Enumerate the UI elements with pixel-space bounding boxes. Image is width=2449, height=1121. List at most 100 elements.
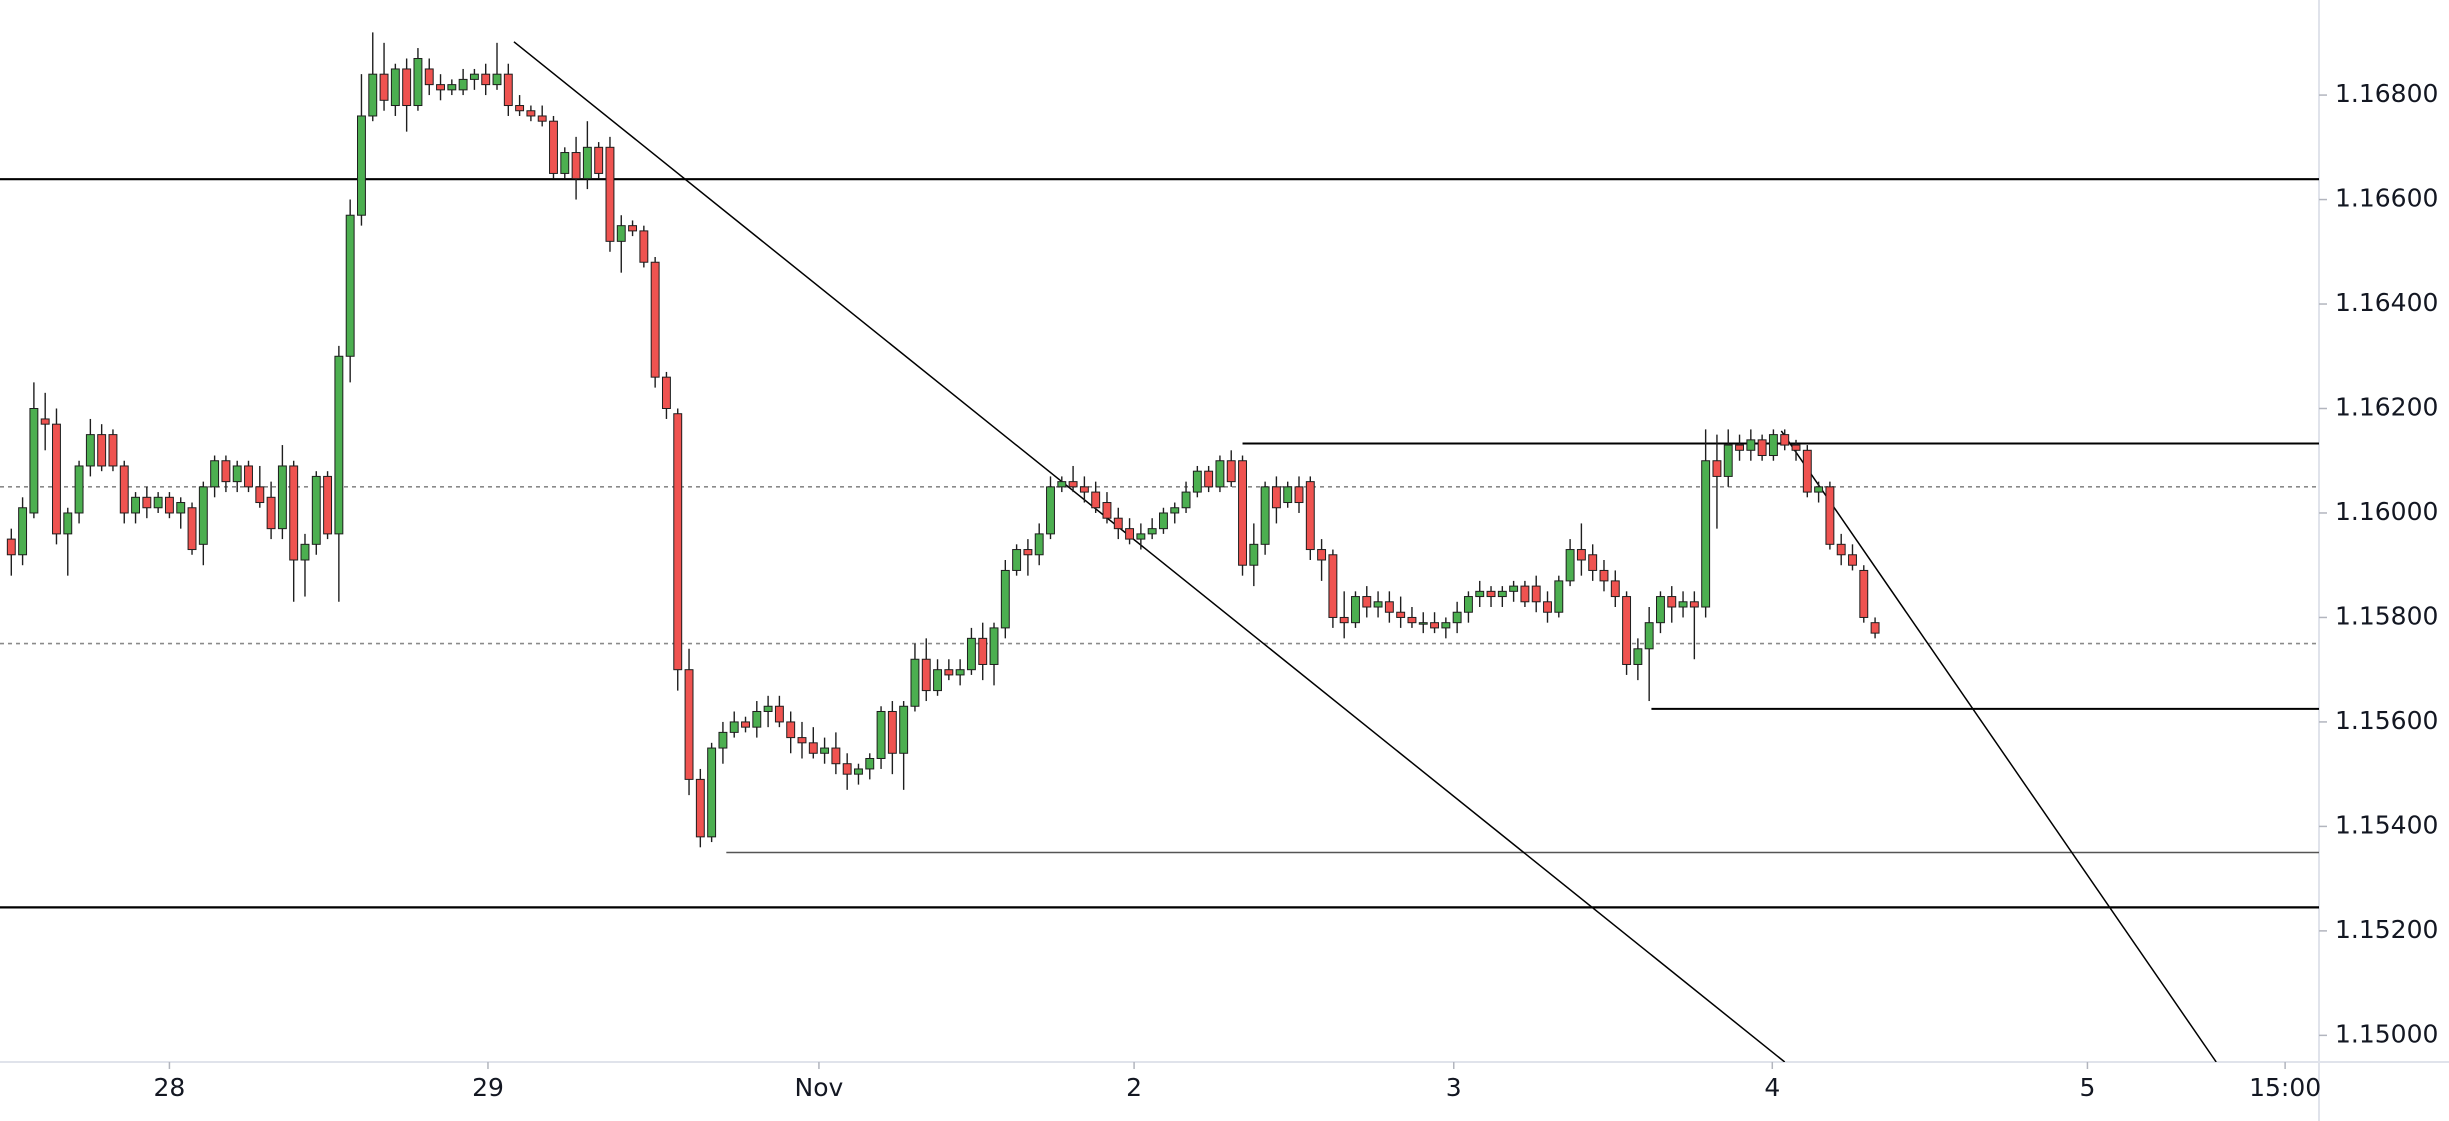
candle-body — [153, 496, 163, 509]
candle-body — [571, 152, 581, 180]
candle-body — [1802, 449, 1812, 493]
candle-body — [1531, 585, 1541, 603]
candle-body — [616, 225, 626, 242]
candle-body — [1418, 622, 1428, 625]
candle-body — [763, 705, 773, 712]
candle-body — [1317, 549, 1327, 561]
candle-body — [1678, 601, 1688, 608]
candle-body — [74, 465, 84, 514]
candle-body — [955, 669, 965, 676]
candle-body — [63, 512, 73, 535]
candle-body — [1238, 460, 1247, 566]
candle-body — [1486, 590, 1496, 598]
candle-body — [390, 68, 400, 107]
candle-body — [1599, 569, 1609, 582]
candle-body — [210, 460, 220, 488]
candle-body — [1023, 549, 1033, 556]
candle-body — [1836, 543, 1846, 556]
candle-body — [582, 146, 592, 180]
candle-body — [1554, 580, 1564, 613]
candle-body — [695, 778, 705, 838]
candle-body — [594, 146, 604, 174]
candle-body — [1701, 460, 1711, 608]
candle-body — [368, 73, 378, 117]
x-tick-label: 4 — [1764, 1073, 1780, 1102]
candle-body — [436, 84, 445, 91]
candle-body — [40, 418, 50, 425]
candle-body — [1509, 585, 1519, 592]
candle-body — [221, 460, 231, 483]
x-tick-label: Nov — [795, 1073, 844, 1102]
candle-body — [345, 214, 355, 357]
x-tick-label: 15:00 — [2249, 1073, 2321, 1102]
candle-body — [198, 486, 208, 545]
candle-body — [1328, 554, 1338, 618]
candle-body — [164, 496, 174, 514]
candle-body — [820, 747, 830, 754]
candle-body — [797, 737, 807, 744]
candle-body — [1147, 528, 1157, 535]
x-tick-label: 5 — [2079, 1073, 2095, 1102]
candle-body — [1215, 460, 1225, 488]
candle-body — [1260, 486, 1270, 545]
candle-body — [1497, 590, 1507, 598]
candle-body — [1102, 502, 1112, 519]
candle-body — [1294, 486, 1304, 504]
candle-body — [752, 710, 762, 728]
candle-body — [481, 73, 491, 86]
candle-body — [910, 658, 920, 707]
candle-body — [549, 120, 558, 174]
candle-body — [1159, 512, 1168, 530]
candle-body — [1475, 590, 1485, 598]
candle-body — [560, 152, 570, 174]
candle-body — [1565, 549, 1575, 582]
candle-body — [1125, 528, 1135, 540]
candle-body — [707, 747, 717, 838]
candle-body — [605, 146, 615, 242]
candle-body — [1384, 601, 1394, 613]
candle-body — [1735, 444, 1744, 451]
candle-body — [1430, 622, 1440, 629]
candle-body — [899, 705, 909, 754]
candle-body — [1633, 648, 1643, 665]
candle-body — [255, 486, 265, 504]
candle-body — [978, 637, 988, 665]
candle-body — [1091, 491, 1101, 509]
candle-body — [6, 538, 16, 556]
candle-body — [933, 669, 942, 692]
candle-body — [1656, 596, 1665, 624]
candle-body — [1407, 616, 1417, 624]
candle-body — [232, 465, 242, 483]
candle-body — [741, 721, 750, 728]
candle-body — [865, 757, 875, 770]
candle-body — [1305, 481, 1315, 551]
plot-area — [0, 32, 2319, 1062]
candle-body — [119, 465, 129, 514]
candle-body — [515, 105, 525, 112]
candle-body — [413, 58, 423, 107]
candle-body — [1870, 622, 1880, 634]
candle-body — [876, 710, 886, 759]
y-tick-label: 1.16400 — [2335, 288, 2438, 317]
candle-body — [1463, 596, 1473, 613]
candle-body — [718, 731, 728, 749]
candle-body — [18, 507, 28, 556]
candle-body — [1814, 486, 1824, 493]
candle-body — [1588, 554, 1598, 571]
candle-body — [357, 115, 366, 216]
candle-body — [52, 423, 61, 535]
candle-body — [921, 658, 931, 692]
candle-body — [1576, 549, 1586, 561]
candle-body — [187, 507, 197, 551]
candle-body — [1441, 622, 1451, 629]
candle-body — [1362, 596, 1372, 608]
candle-body — [989, 627, 999, 665]
candle-body — [1780, 434, 1790, 446]
candle-body — [289, 465, 299, 561]
candle-body — [1000, 569, 1010, 629]
candle-body — [673, 413, 683, 671]
candle-body — [85, 434, 95, 467]
candle-body — [786, 721, 796, 739]
candle-body — [1226, 460, 1236, 483]
